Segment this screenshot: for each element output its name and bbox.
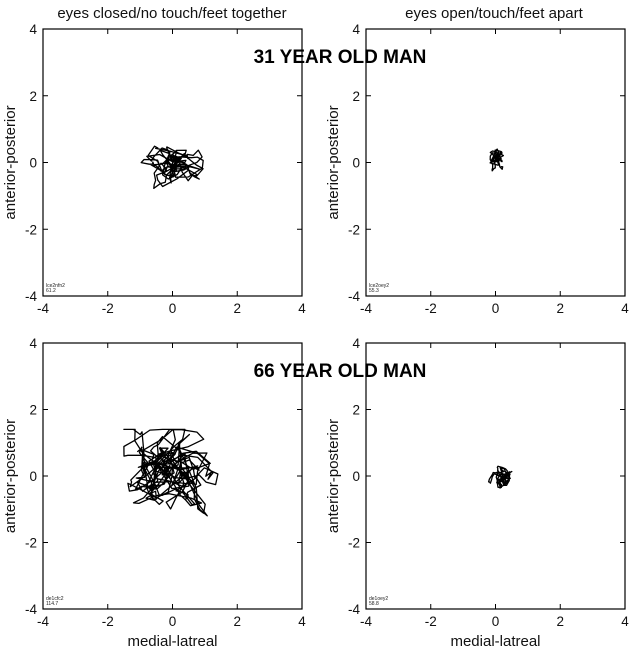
sway-trace-line xyxy=(487,465,513,489)
y-axis-label: anterior-posterior xyxy=(2,419,19,533)
x-tick-label: 2 xyxy=(556,614,564,629)
y-tick-label: 4 xyxy=(352,336,360,351)
x-tick-label: 2 xyxy=(556,301,564,316)
x-tick-label: 4 xyxy=(621,614,629,629)
y-tick-label: -2 xyxy=(348,536,360,551)
x-tick-label: -2 xyxy=(102,301,114,316)
x-tick-label: 4 xyxy=(298,614,306,629)
x-tick-label: -4 xyxy=(37,301,49,316)
panel-1: -4 -2 0 2 4 -4 -2 0 2 4 anterior-posterior lce2nfn2… xyxy=(2,22,306,316)
sway-trace-line xyxy=(489,148,505,172)
x-tick-label: -4 xyxy=(360,301,372,316)
corner-annotation: 55.3 xyxy=(369,288,379,294)
x-tick-label: 4 xyxy=(621,301,629,316)
y-axis-label: anterior-posterior xyxy=(325,105,342,219)
x-tick-label: 0 xyxy=(169,614,177,629)
y-tick-label: -2 xyxy=(25,536,37,551)
panel-3: -4 -2 0 2 4 -4 -2 0 2 4 anterior-posterior medial-l… xyxy=(2,336,306,650)
x-tick-label: 2 xyxy=(233,301,241,316)
y-tick-label: -4 xyxy=(25,289,37,304)
x-tick-label: 0 xyxy=(169,301,177,316)
y-tick-label: -2 xyxy=(25,222,37,237)
corner-annotation: de1cfc2 xyxy=(46,596,64,602)
x-tick-label: -2 xyxy=(425,301,437,316)
plot-frame xyxy=(365,342,626,610)
sway-trace-line xyxy=(140,145,204,190)
panel-4: -4 -2 0 2 4 -4 -2 0 2 4 anterior-posterior medial-l… xyxy=(325,336,629,650)
y-tick-label: 4 xyxy=(29,22,37,37)
row-title-66-year-old: 66 YEAR OLD MAN xyxy=(254,361,427,382)
y-tick-label: 2 xyxy=(352,89,360,104)
y-axis-label: anterior-posterior xyxy=(325,419,342,533)
y-axis-label: anterior-posterior xyxy=(2,105,19,219)
y-tick-label: 2 xyxy=(29,89,37,104)
y-tick-label: 0 xyxy=(29,156,37,171)
y-tick-label: 4 xyxy=(352,22,360,37)
y-tick-label: 2 xyxy=(29,403,37,418)
column-title-eyes-closed: eyes closed/no touch/feet together xyxy=(57,5,286,22)
sway-trace-line xyxy=(123,428,219,517)
x-tick-label: -4 xyxy=(360,614,372,629)
y-tick-label: -4 xyxy=(25,602,37,617)
column-title-eyes-open: eyes open/touch/feet apart xyxy=(405,5,583,22)
y-tick-label: 0 xyxy=(29,469,37,484)
x-tick-label: 4 xyxy=(298,301,306,316)
x-axis-label: medial-latreal xyxy=(450,633,540,650)
y-tick-label: -2 xyxy=(348,222,360,237)
corner-annotation: de1oey2 xyxy=(369,596,388,602)
row-title-31-year-old: 31 YEAR OLD MAN xyxy=(254,47,427,68)
panel-2: -4 -2 0 2 4 -4 -2 0 2 4 anterior-posterior lce2oey2… xyxy=(325,22,629,316)
corner-annotation: lce2oey2 xyxy=(369,283,389,289)
corner-annotation: lce2nfn2 xyxy=(46,283,65,289)
x-tick-label: -2 xyxy=(425,614,437,629)
x-tick-label: -4 xyxy=(37,614,49,629)
y-tick-label: -4 xyxy=(348,289,360,304)
y-tick-label: -4 xyxy=(348,602,360,617)
x-tick-label: 0 xyxy=(492,301,500,316)
y-tick-label: 2 xyxy=(352,403,360,418)
y-tick-label: 0 xyxy=(352,156,360,171)
corner-annotation: 114.7 xyxy=(46,601,58,607)
y-tick-label: 0 xyxy=(352,469,360,484)
y-tick-label: 4 xyxy=(29,336,37,351)
x-axis-label: medial-latreal xyxy=(127,633,217,650)
x-tick-label: 0 xyxy=(492,614,500,629)
corner-annotation: 61.2 xyxy=(46,288,56,294)
x-tick-label: -2 xyxy=(102,614,114,629)
x-tick-label: 2 xyxy=(233,614,241,629)
corner-annotation: 58.8 xyxy=(369,601,379,607)
